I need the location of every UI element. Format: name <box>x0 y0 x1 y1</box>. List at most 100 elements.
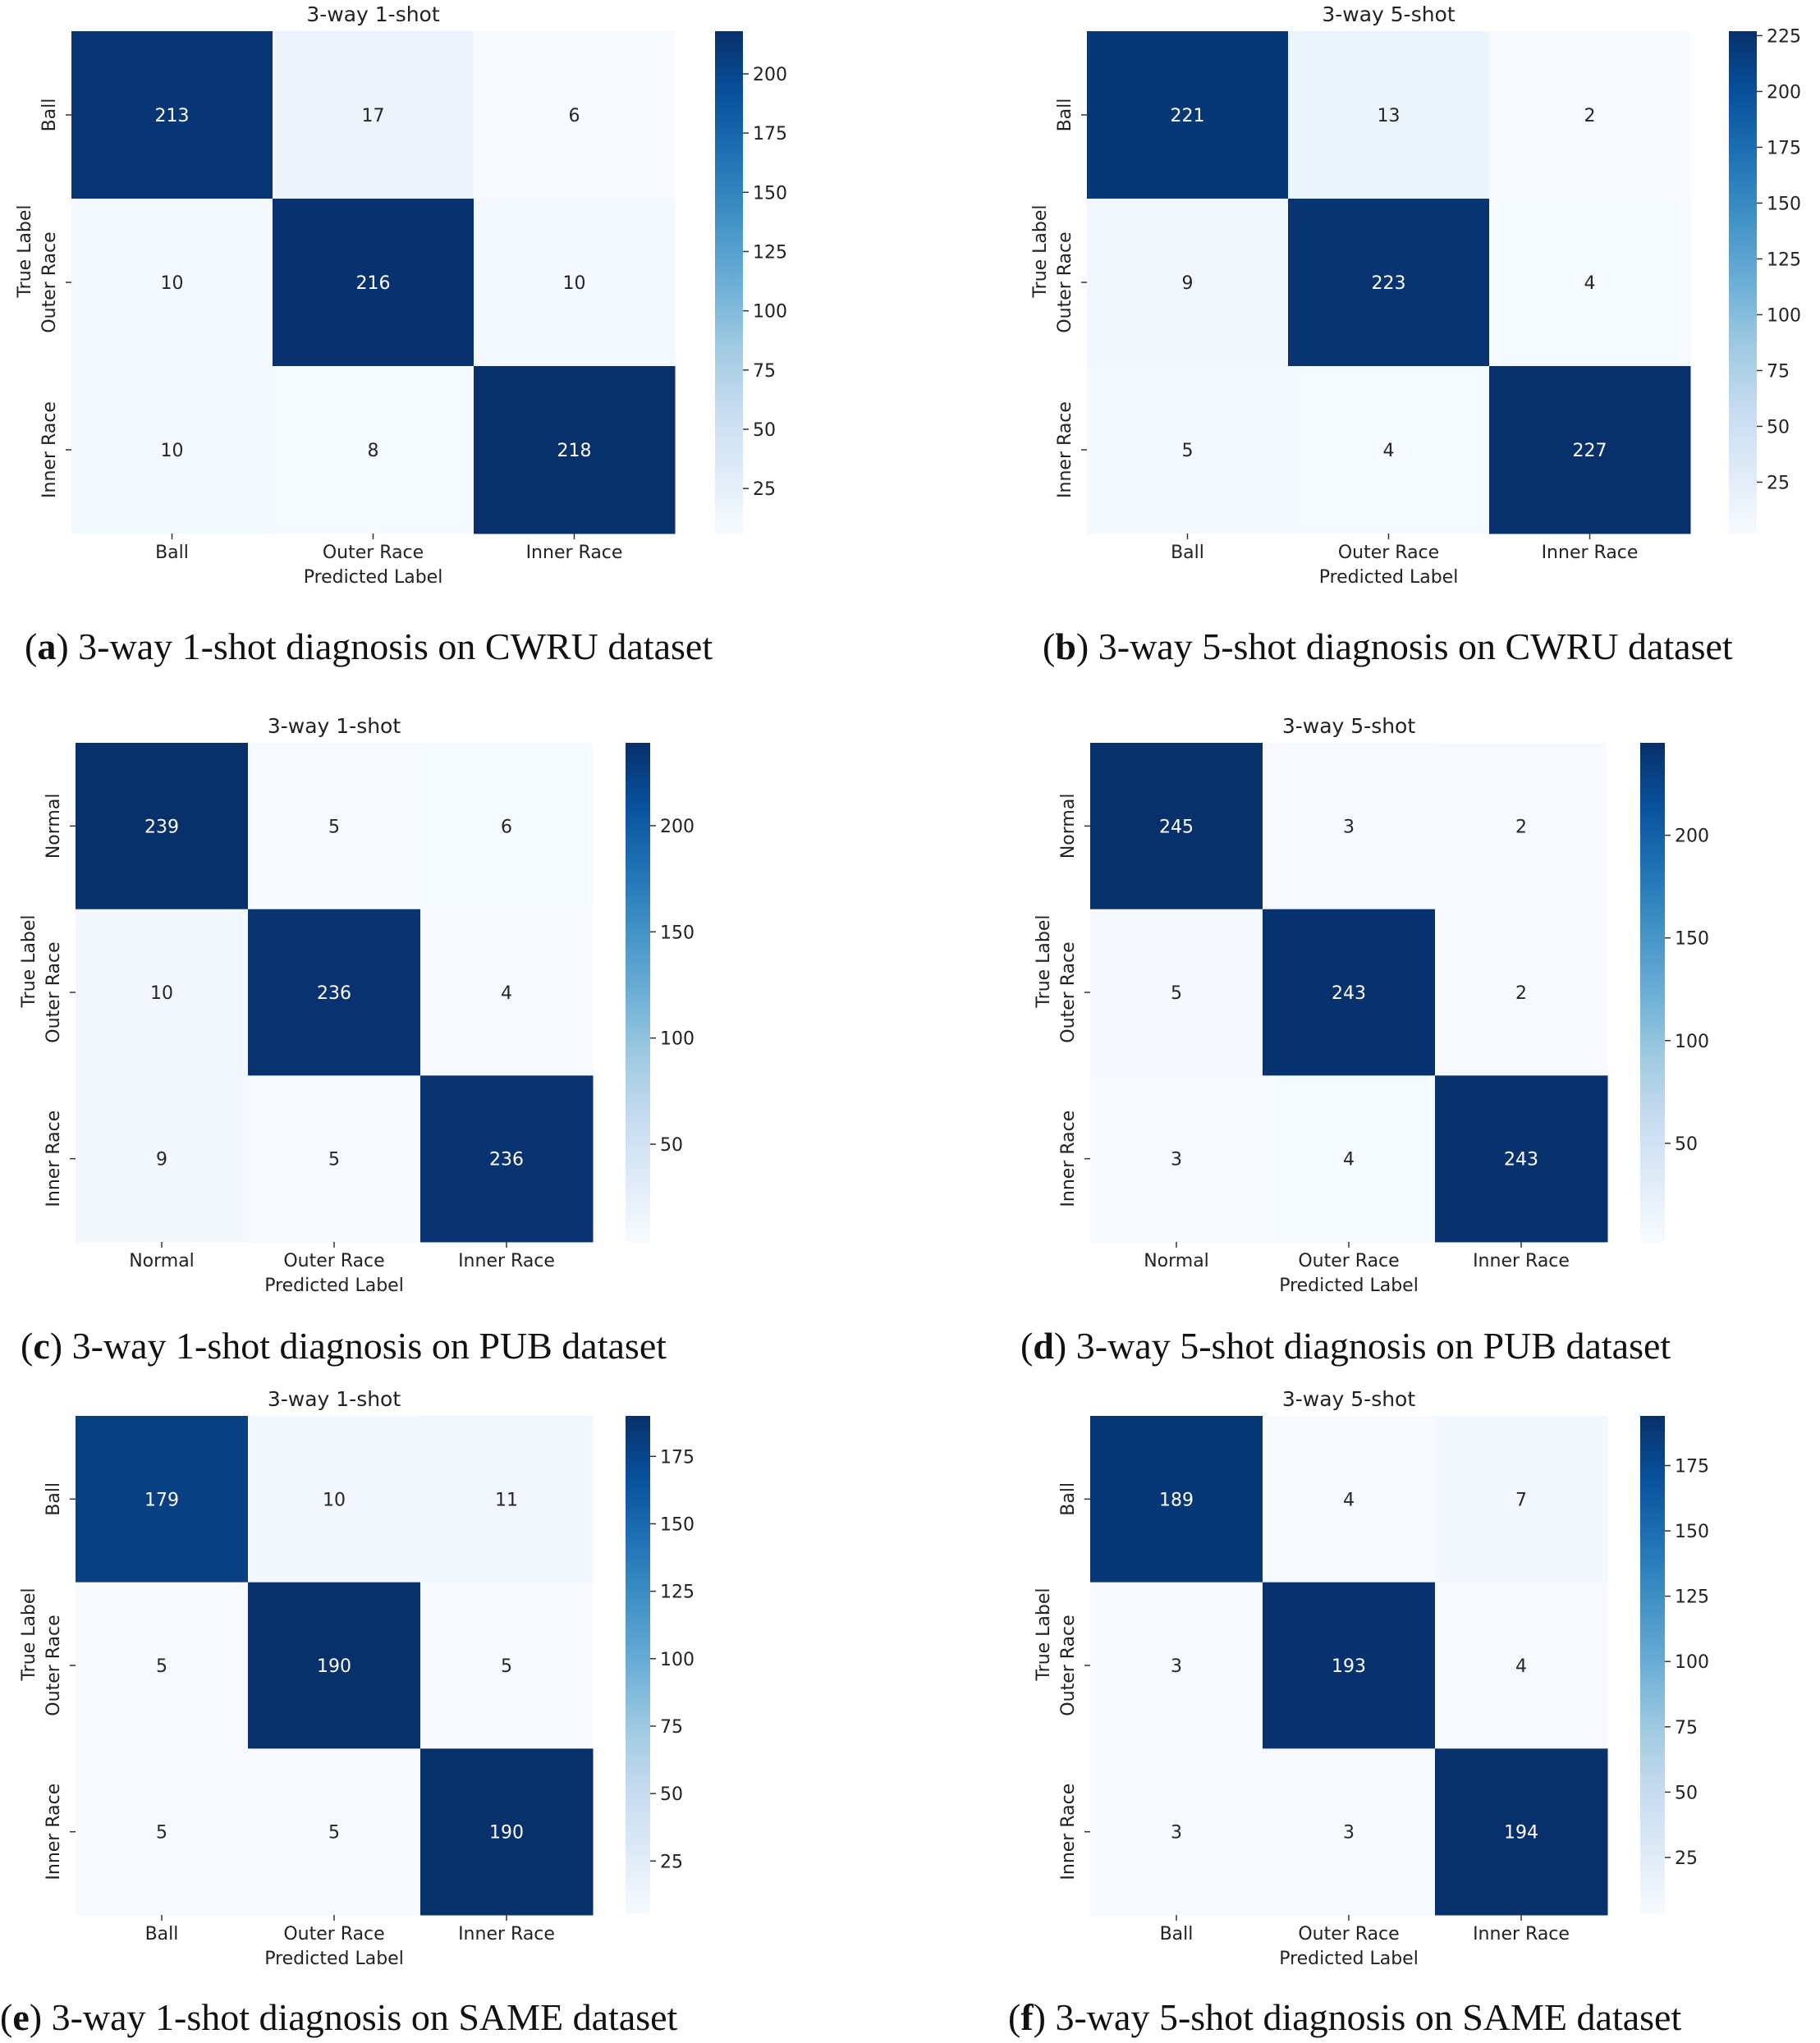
colorbar-tick-label: 75 <box>660 1717 683 1738</box>
heatmap-cell <box>1087 366 1289 534</box>
heatmap-cell <box>1087 199 1289 367</box>
heatmap-cell <box>1090 1582 1263 1749</box>
cell-value: 17 <box>362 106 385 126</box>
cell-value: 4 <box>1383 441 1395 461</box>
heatmap-cell <box>1288 199 1490 367</box>
heatmap-cell <box>1288 31 1490 199</box>
cell-value: 216 <box>356 273 391 294</box>
heatmap-cell <box>1090 1748 1263 1916</box>
cell-value: 190 <box>489 1823 524 1844</box>
y-tick-label: Inner Race <box>1058 1784 1079 1880</box>
heatmap-cell <box>474 199 676 367</box>
y-axis-label: True Label <box>1030 204 1051 298</box>
colorbar-tick-label: 100 <box>660 1029 695 1050</box>
chart-title: 3-way 5-shot <box>1282 714 1416 738</box>
cell-value: 3 <box>1343 817 1355 837</box>
y-tick-label: Inner Race <box>44 1784 64 1880</box>
caption-text: 3-way 1-shot diagnosis on CWRU dataset <box>68 625 713 667</box>
heatmap-cell <box>1263 743 1436 910</box>
heatmap-cell <box>1288 366 1490 534</box>
cell-value: 2 <box>1515 983 1527 1004</box>
colorbar-tick-label: 150 <box>660 923 695 943</box>
x-tick-label: Outer Race <box>283 1924 384 1945</box>
heatmap-cell <box>474 31 676 199</box>
heatmap-cell <box>420 1075 594 1243</box>
cell-value: 10 <box>563 273 586 294</box>
x-tick-label: Ball <box>155 543 189 563</box>
caption-a: (a) 3-way 1-shot diagnosis on CWRU datas… <box>25 625 713 667</box>
cell-value: 13 <box>1378 106 1401 126</box>
heatmap-cell <box>76 1416 249 1583</box>
colorbar-tick-label: 25 <box>753 479 776 500</box>
caption-letter: f <box>1020 1996 1034 2038</box>
heatmap-cell <box>248 1075 421 1243</box>
x-tick-label: Inner Race <box>1473 1251 1570 1271</box>
cell-value: 190 <box>317 1656 351 1677</box>
colorbar-tick-label: 75 <box>1767 361 1790 382</box>
y-tick-label: Inner Race <box>1058 1111 1079 1207</box>
cell-value: 194 <box>1504 1823 1538 1844</box>
heatmap-panel-f: 189 4 7 3 193 4 3 3 194 3-way 5-shot Ball Outer Rac… <box>1034 1387 1709 1969</box>
colorbar-tick-label: 75 <box>1675 1718 1698 1738</box>
cell-value: 5 <box>328 817 340 837</box>
cell-value: 3 <box>1171 1823 1182 1844</box>
caption-letter: e <box>12 1996 30 2038</box>
heatmap-cell <box>248 1582 421 1749</box>
x-axis-label: Predicted Label <box>1279 1276 1419 1296</box>
caption-letter: c <box>33 1325 50 1367</box>
colorbar-tick-label: 50 <box>1767 417 1790 437</box>
x-tick-label: Outer Race <box>1298 1251 1399 1271</box>
cell-value: 3 <box>1171 1150 1182 1170</box>
heatmap-cell <box>71 366 273 534</box>
y-tick-label: Inner Race <box>1055 401 1075 498</box>
heatmap-cell <box>71 199 273 367</box>
heatmap-cell <box>420 743 594 910</box>
heatmap-panel-e: 179 10 11 5 190 5 5 5 190 3-way 1-shot Ball Outer R… <box>19 1387 695 1969</box>
cell-value: 189 <box>1159 1490 1194 1510</box>
heatmap-cell <box>273 199 474 367</box>
heatmap-cell <box>1263 909 1436 1076</box>
y-tick-label: Outer Race <box>1058 1615 1079 1715</box>
cell-value: 4 <box>1343 1490 1355 1510</box>
colorbar <box>1729 31 1757 534</box>
x-tick-label: Outer Race <box>323 543 424 563</box>
chart-title: 3-way 1-shot <box>268 1387 401 1411</box>
heatmap-panel-c: 239 5 6 10 236 4 9 5 236 3-way 1-shot Normal Outer … <box>19 714 695 1296</box>
cell-value: 227 <box>1573 441 1607 461</box>
colorbar-tick-label: 100 <box>753 302 787 323</box>
x-tick-label: Inner Race <box>458 1251 555 1271</box>
cell-value: 243 <box>1332 983 1366 1004</box>
caption-letter: a <box>37 625 57 667</box>
colorbar-tick-label: 200 <box>753 65 787 85</box>
caption-text: 3-way 5-shot diagnosis on SAME dataset <box>1045 1996 1682 2038</box>
colorbar-tick-label: 200 <box>1767 82 1801 103</box>
caption-letter: b <box>1055 625 1076 667</box>
x-tick-label: Outer Race <box>1298 1924 1399 1945</box>
cell-value: 10 <box>150 983 173 1004</box>
cell-value: 5 <box>501 1656 512 1677</box>
caption-c: (c) 3-way 1-shot diagnosis on PUB datase… <box>21 1325 667 1367</box>
y-tick-label: Outer Race <box>1055 231 1075 332</box>
colorbar-tick-label: 100 <box>1675 1032 1709 1052</box>
colorbar-tick-label: 125 <box>1675 1587 1709 1608</box>
heatmap-cell <box>76 1075 249 1243</box>
cell-value: 10 <box>161 441 184 461</box>
cell-value: 3 <box>1343 1823 1355 1844</box>
cell-value: 5 <box>1171 983 1182 1004</box>
heatmap-cell <box>1263 1416 1436 1583</box>
cell-value: 7 <box>1515 1490 1527 1510</box>
caption-d: (d) 3-way 5-shot diagnosis on PUB datase… <box>1020 1325 1671 1367</box>
cell-value: 6 <box>501 817 512 837</box>
y-axis-label: True Label <box>1034 914 1054 1008</box>
cell-value: 236 <box>317 983 351 1004</box>
cell-value: 5 <box>328 1150 340 1170</box>
cell-value: 9 <box>156 1150 167 1170</box>
colorbar-tick-label: 25 <box>1767 473 1790 493</box>
cell-value: 4 <box>1343 1150 1355 1170</box>
y-axis-label: True Label <box>1034 1587 1054 1681</box>
x-tick-label: Inner Race <box>526 543 623 563</box>
colorbar-tick-label: 125 <box>753 242 787 263</box>
x-axis-label: Predicted Label <box>264 1276 404 1296</box>
colorbar-tick-label: 100 <box>1767 305 1801 326</box>
cell-value: 193 <box>1332 1656 1366 1677</box>
